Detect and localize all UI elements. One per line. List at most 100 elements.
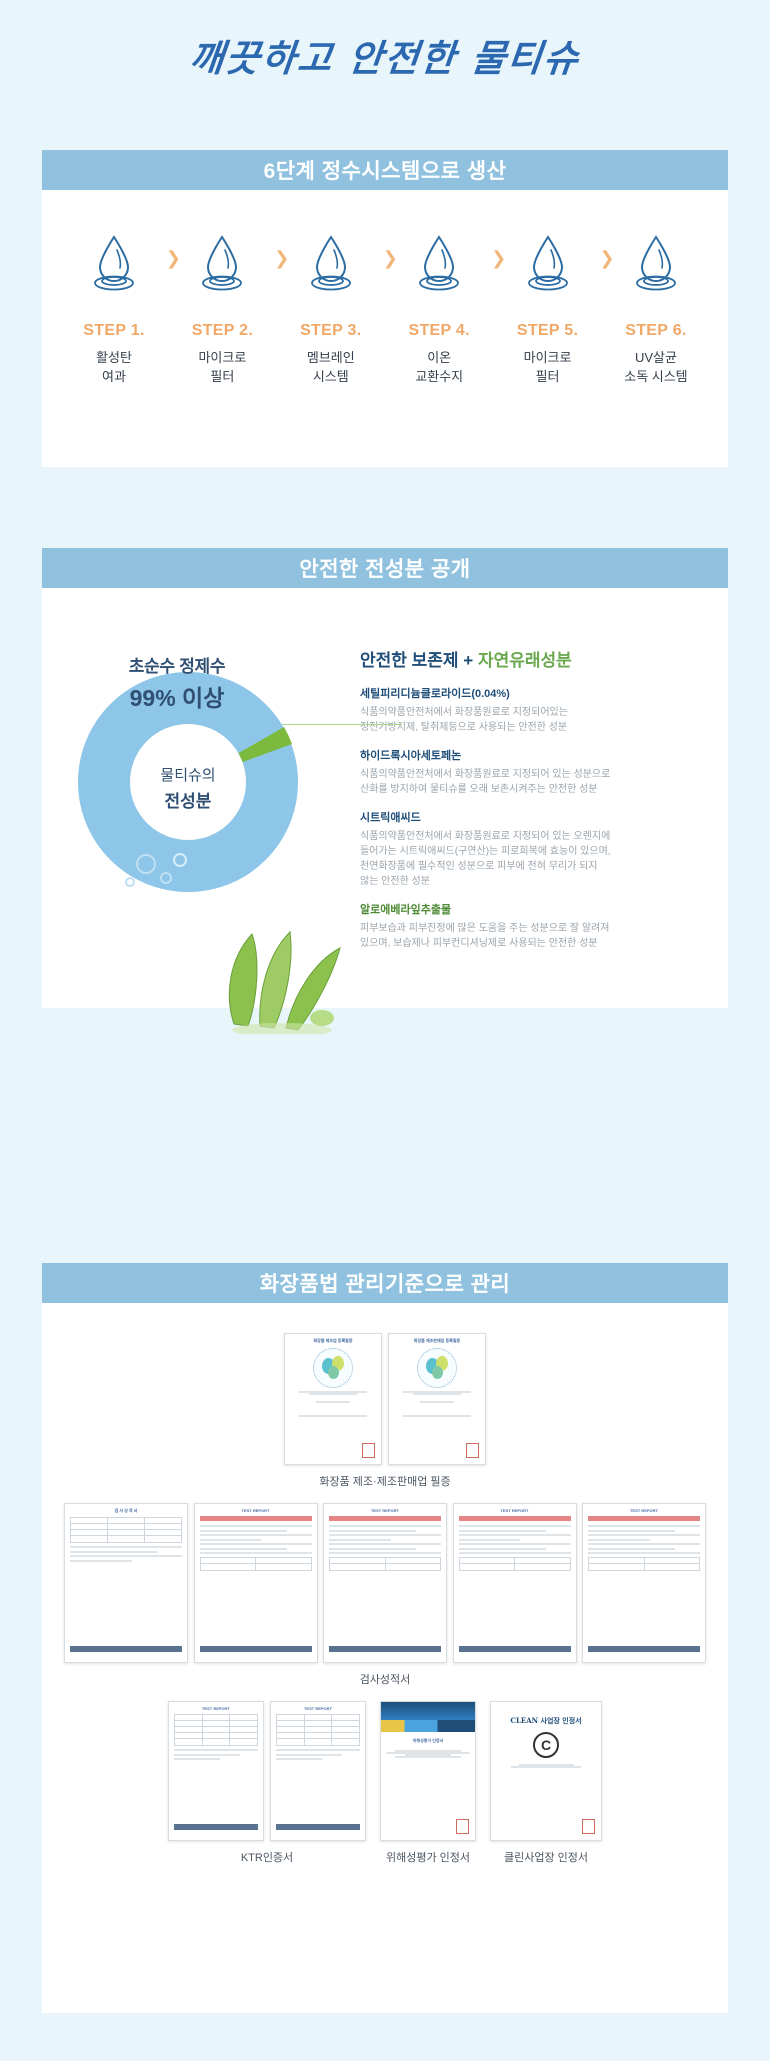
steps-list: STEP 1. 활성탄 여과 ❯: [42, 230, 728, 386]
section-certificates-card: 화장품 제조업 등록필증 화장품 제조판매업 등록필증: [42, 1303, 728, 2013]
ingredient-description: 식품의약품안전처에서 화장품원료로 지정되어있는 정전기방지제, 탈취제등으로 …: [360, 705, 712, 735]
step-desc-line1: 마이크로: [198, 350, 247, 365]
ingredient-desc-line: 피부보습과 피부진정에 많은 도움을 주는 성분으로 잘 알려져: [360, 923, 610, 934]
step-desc-line2: 필터: [210, 369, 235, 384]
section-ingredients-card: 초순수 정제수 99% 이상 물티슈의 전성분 안전: [42, 588, 728, 1034]
certificate-row: 화장품 제조업 등록필증 화장품 제조판매업 등록필증: [58, 1333, 712, 1465]
step-desc-line2: 필터: [535, 369, 560, 384]
step-number: STEP 5.: [516, 322, 579, 339]
certificate-row: TEST REPORT: [58, 1701, 712, 1865]
clean-certificate-title: CLEAN 사업장 인정서: [510, 1716, 582, 1725]
certificate-thumbnail[interactable]: 화장품 제조업 등록필증: [284, 1333, 382, 1465]
ingredient-description: 식품의약품안전처에서 화장품원료로 지정되어 있는 오렌지에 들어가는 시트릭애…: [360, 829, 712, 889]
step-number: STEP 3.: [300, 322, 362, 339]
ingredient-name: 시트릭애씨드: [360, 812, 421, 824]
certificate-thumbnail[interactable]: TEST REPORT: [168, 1701, 264, 1841]
step-desc-line2: 소독 시스템: [624, 369, 688, 384]
step-desc-line1: 이온: [427, 350, 452, 365]
ingredient-list-panel: 안전한 보존제 + 자연유래성분 세틸피리디늄클로라이드(0.04%) 식품의약…: [360, 646, 712, 963]
ingredient-name: 하이드록시아세토페논: [360, 750, 462, 762]
ingredient-item: 세틸피리디늄클로라이드(0.04%) 식품의약품안전처에서 화장품원료로 지정되…: [360, 685, 712, 735]
ingredient-description: 피부보습과 피부진정에 많은 도움을 주는 성분으로 잘 알려져 있으며, 보습…: [360, 921, 712, 951]
step-item: STEP 3. 멤브레인 시스템 ❯: [285, 230, 398, 386]
donut-center-line1: 물티슈의: [160, 767, 216, 784]
chevron-right-icon: ❯: [274, 248, 290, 268]
ingredient-desc-line: 산화를 방지하여 물티슈를 오래 보존시켜주는 안전한 성분: [360, 784, 598, 795]
ingredient-description: 식품의약품안전처에서 화장품원료로 지정되어 있는 성분으로 산화를 방지하여 …: [360, 767, 712, 797]
donut-center-label: 물티슈의 전성분: [128, 764, 248, 812]
ingredient-desc-line: 들어가는 시트릭애씨드(구연산)는 피로회복에 효능이 있으며,: [360, 846, 611, 857]
water-drop-icon: [610, 230, 702, 300]
certificate-caption: KTR인증서: [240, 1852, 294, 1864]
certificate-group: 검 사 성 적 서 TEST REPORT: [58, 1503, 712, 1687]
step-description: UV살균 소독 시스템: [610, 348, 702, 386]
step-item: STEP 6. UV살균 소독 시스템: [610, 230, 702, 386]
ingredient-donut-chart: 초순수 정제수 99% 이상 물티슈의 전성분: [54, 632, 402, 1034]
step-desc-line1: 활성탄: [96, 350, 132, 365]
ingredient-heading-preservative: 안전한 보존제 +: [360, 651, 478, 670]
step-number: STEP 6.: [625, 322, 687, 339]
chevron-right-icon: ❯: [165, 248, 181, 268]
ingredient-desc-line: 있으며, 보습제나 피부컨디셔닝제로 사용되는 안전한 성분: [360, 938, 598, 949]
step-item: STEP 2. 마이크로 필터 ❯: [176, 230, 289, 386]
ingredient-name: 세틸피리디늄클로라이드(0.04%): [360, 688, 510, 700]
step-description: 멤브레인 시스템: [285, 348, 377, 386]
ingredient-item: 하이드록시아세토페논 식품의약품안전처에서 화장품원료로 지정되어 있는 성분으…: [360, 747, 712, 797]
step-desc-line2: 시스템: [312, 369, 349, 384]
ingredient-desc-line: 식품의약품안전처에서 화장품원료로 지정되어 있는 성분으로: [360, 769, 611, 780]
step-item: STEP 4. 이온 교환수지 ❯: [393, 230, 506, 386]
step-description: 마이크로 필터: [176, 348, 268, 386]
chevron-right-icon: ❯: [599, 248, 615, 268]
section-certificates: 화장품법 관리기준으로 관리 화장품 제조업 등록필증: [42, 1263, 728, 2013]
step-desc-line2: 교환수지: [415, 369, 464, 384]
section-certificates-header: 화장품법 관리기준으로 관리: [42, 1263, 728, 1303]
step-description: 이온 교환수지: [393, 348, 485, 386]
water-drop-icon: [285, 230, 377, 300]
ingredient-desc-line: 천연화장품에 필수적인 성분으로 피부에 전혀 무리가 되지: [360, 861, 598, 872]
section-ingredients: 안전한 전성분 공개 초순수 정제수 99% 이상 물티슈의: [42, 548, 728, 1034]
section-purification-card: STEP 1. 활성탄 여과 ❯: [42, 190, 728, 467]
certificate-thumbnail[interactable]: TEST REPORT: [582, 1503, 706, 1663]
certificate-caption: 클린사업장 인정서: [503, 1852, 588, 1864]
chevron-right-icon: ❯: [491, 248, 507, 268]
ingredient-item: 알로에베라잎추출물 피부보습과 피부진정에 많은 도움을 주는 성분으로 잘 알…: [360, 901, 712, 951]
section-purification: 6단계 정수시스템으로 생산 STEP 1. 활성탄: [42, 150, 728, 467]
certificate-thumbnail[interactable]: TEST REPORT: [270, 1701, 366, 1841]
ingredient-desc-line: 정전기방지제, 탈취제등으로 사용되는 안전한 성분: [360, 722, 568, 733]
certificate-caption: 위해성평가 인정서: [385, 1852, 470, 1864]
aloe-vera-illustration: [228, 930, 341, 1034]
certificate-thumbnail[interactable]: 화장품 제조판매업 등록필증: [388, 1333, 486, 1465]
step-description: 마이크로 필터: [502, 348, 594, 386]
certificate-caption: 검사성적서: [359, 1674, 411, 1686]
step-desc-line1: UV살균: [634, 350, 677, 365]
certificate-subgroup-ktr: TEST REPORT: [168, 1701, 366, 1865]
certificate-thumbnail[interactable]: 위해성평가 인정서: [380, 1701, 476, 1841]
page-title: 깨끗하고 안전한 물티슈: [187, 36, 583, 80]
chevron-right-icon: ❯: [382, 248, 398, 268]
water-drop-icon: [68, 230, 160, 300]
certificate-row: 검 사 성 적 서 TEST REPORT: [58, 1503, 712, 1663]
certificate-thumbnail[interactable]: 검 사 성 적 서: [64, 1503, 188, 1663]
step-desc-line2: 여과: [102, 369, 126, 384]
certificate-group: 화장품 제조업 등록필증 화장품 제조판매업 등록필증: [58, 1333, 712, 1489]
ingredient-desc-line: 식품의약품안전처에서 화장품원료로 지정되어있는: [360, 707, 568, 718]
ingredient-desc-line: 식품의약품안전처에서 화장품원료로 지정되어 있는 오렌지에: [360, 831, 611, 842]
certificate-thumbnail[interactable]: CLEAN 사업장 인정서 C: [490, 1701, 602, 1841]
certificate-thumbnail[interactable]: TEST REPORT: [193, 1503, 318, 1663]
certificate-thumbnail[interactable]: TEST REPORT: [452, 1503, 577, 1663]
ingredient-desc-line: 않는 안전한 성분: [360, 876, 430, 887]
step-number: STEP 1.: [83, 322, 145, 339]
certificate-subgroup-clean: CLEAN 사업장 인정서 C 클린사업장 인정서: [490, 1701, 602, 1865]
section-purification-header: 6단계 정수시스템으로 생산: [42, 150, 728, 190]
ingredient-heading-natural: 자연유래성분: [477, 651, 572, 670]
step-number: STEP 2.: [191, 322, 254, 339]
water-drop-icon: [393, 230, 485, 300]
water-drop-icon: [502, 230, 594, 300]
ingredient-heading: 안전한 보존제 + 자연유래성분: [360, 646, 712, 671]
donut-center-line2: 전성분: [164, 792, 212, 811]
certificate-thumbnail[interactable]: TEST REPORT: [323, 1503, 447, 1663]
certificate-group: TEST REPORT: [58, 1701, 712, 1865]
certificate-subgroup-risk: 위해성평가 인정서 위해성평가 인정서: [380, 1701, 476, 1865]
step-item: STEP 5. 마이크로 필터 ❯: [502, 230, 615, 386]
